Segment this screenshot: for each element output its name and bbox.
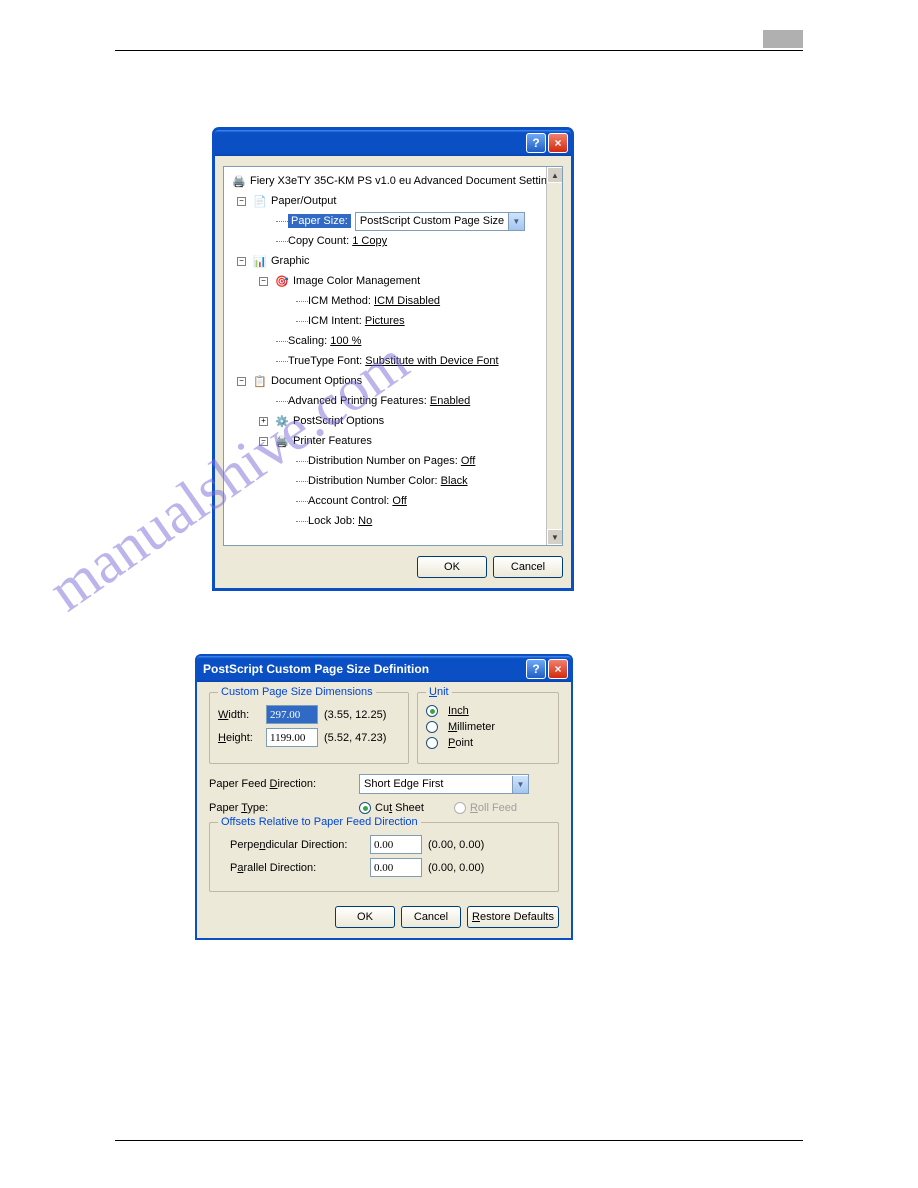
help-button[interactable]: ? [526,659,546,679]
icm-method-label[interactable]: ICM Method: [308,295,371,307]
parallel-input[interactable] [370,858,422,877]
icm-method-value[interactable]: ICM Disabled [374,295,440,307]
paper-size-label[interactable]: Paper Size: [288,214,351,228]
ok-button[interactable]: OK [335,906,395,928]
icm-intent-label[interactable]: ICM Intent: [308,315,362,327]
copy-count-value[interactable]: 1 Copy [352,235,387,247]
restore-defaults-button[interactable]: Restore Defaults [467,906,559,928]
apf-value[interactable]: Enabled [430,395,470,407]
acct-value[interactable]: Off [392,495,406,507]
help-button[interactable]: ? [526,133,546,153]
close-button[interactable]: × [548,659,568,679]
close-button[interactable]: × [548,133,568,153]
perpendicular-label: Perpendicular Direction: [230,839,370,851]
cutsheet-radio[interactable] [359,802,371,814]
chevron-down-icon: ▼ [508,213,524,230]
point-label[interactable]: Point [448,737,473,749]
paper-output-node[interactable]: Paper/Output [271,195,336,207]
point-radio[interactable] [426,737,438,749]
inch-radio[interactable] [426,705,438,717]
scaling-value[interactable]: 100 % [330,335,361,347]
mm-radio[interactable] [426,721,438,733]
icm-intent-value[interactable]: Pictures [365,315,405,327]
height-range: (5.52, 47.23) [324,732,386,744]
tt-value[interactable]: Substitute with Device Font [365,355,498,367]
lock-value[interactable]: No [358,515,372,527]
parallel-range: (0.00, 0.00) [428,862,484,874]
dims-group-title: Custom Page Size Dimensions [218,686,376,698]
inch-label[interactable]: Inch [448,705,469,717]
custom-page-size-dialog: PostScript Custom Page Size Definition ?… [195,654,573,940]
ok-button[interactable]: OK [417,556,487,578]
perpendicular-input[interactable] [370,835,422,854]
rollfeed-radio [454,802,466,814]
titlebar[interactable]: PostScript Custom Page Size Definition ?… [197,656,571,682]
header-gray-box [763,30,803,48]
scaling-label[interactable]: Scaling: [288,335,327,347]
titlebar-text: PostScript Custom Page Size Definition [203,662,524,676]
printer-features-icon: 🖨️ [274,433,290,449]
color-mgmt-icon: 🎯 [274,273,290,289]
dist-color-value[interactable]: Black [441,475,468,487]
expand-icon[interactable]: − [237,197,246,206]
footer-line [115,1140,803,1141]
mm-label[interactable]: Millimeter [448,721,495,733]
page-header [115,30,803,50]
height-label: Height: [218,732,260,744]
scrollbar[interactable]: ▲ ▼ [546,167,562,545]
printer-icon: 🖨️ [231,173,247,189]
doc-options-node[interactable]: Document Options [271,375,362,387]
settings-tree[interactable]: 🖨️ Fiery X3eTY 35C-KM PS v1.0 eu Advance… [223,166,563,546]
expand-icon[interactable]: − [237,257,246,266]
cutsheet-label[interactable]: Cut Sheet [375,802,424,814]
cancel-button[interactable]: Cancel [493,556,563,578]
advanced-settings-dialog: ? × 🖨️ Fiery X3eTY 35C-KM PS v1.0 eu Adv… [213,128,573,590]
expand-icon[interactable]: − [237,377,246,386]
graphic-node[interactable]: Graphic [271,255,310,267]
header-line [115,50,803,51]
dist-pages-value[interactable]: Off [461,455,475,467]
doc-options-icon: 📋 [252,373,268,389]
unit-group-title: Unit [426,686,452,698]
graphic-icon: 📊 [252,253,268,269]
rollfeed-label: Roll Feed [470,802,517,814]
feed-direction-select[interactable]: Short Edge First ▼ [359,774,529,794]
ps-options-icon: ⚙️ [274,413,290,429]
feed-direction-value: Short Edge First [364,778,443,790]
paper-type-label: Paper Type: [209,802,359,814]
printer-features-node[interactable]: Printer Features [293,435,372,447]
paper-icon: 📄 [252,193,268,209]
tree-root: Fiery X3eTY 35C-KM PS v1.0 eu Advanced D… [250,175,559,187]
parallel-label: Parallel Direction: [230,862,370,874]
expand-icon[interactable]: − [259,437,268,446]
titlebar[interactable]: ? × [215,130,571,156]
cancel-button[interactable]: Cancel [401,906,461,928]
acct-label[interactable]: Account Control: [308,495,389,507]
chevron-down-icon: ▼ [512,776,528,793]
apf-label[interactable]: Advanced Printing Features: [288,395,427,407]
icm-node[interactable]: Image Color Management [293,275,420,287]
height-input[interactable] [266,728,318,747]
dist-pages-label[interactable]: Distribution Number on Pages: [308,455,458,467]
dist-color-label[interactable]: Distribution Number Color: [308,475,438,487]
width-range: (3.55, 12.25) [324,709,386,721]
tt-label[interactable]: TrueType Font: [288,355,362,367]
ps-options-node[interactable]: PostScript Options [293,415,384,427]
scroll-down-icon[interactable]: ▼ [547,529,563,545]
expand-icon[interactable]: + [259,417,268,426]
lock-label[interactable]: Lock Job: [308,515,355,527]
copy-count-label[interactable]: Copy Count: [288,235,349,247]
expand-icon[interactable]: − [259,277,268,286]
paper-size-select[interactable]: PostScript Custom Page Size ▼ [355,212,525,231]
feed-direction-label: Paper Feed Direction: [209,778,359,790]
scroll-up-icon[interactable]: ▲ [547,167,563,183]
width-input[interactable] [266,705,318,724]
width-label: Width: [218,709,260,721]
perpendicular-range: (0.00, 0.00) [428,839,484,851]
paper-size-value: PostScript Custom Page Size [360,215,504,227]
offsets-group-title: Offsets Relative to Paper Feed Direction [218,816,421,828]
